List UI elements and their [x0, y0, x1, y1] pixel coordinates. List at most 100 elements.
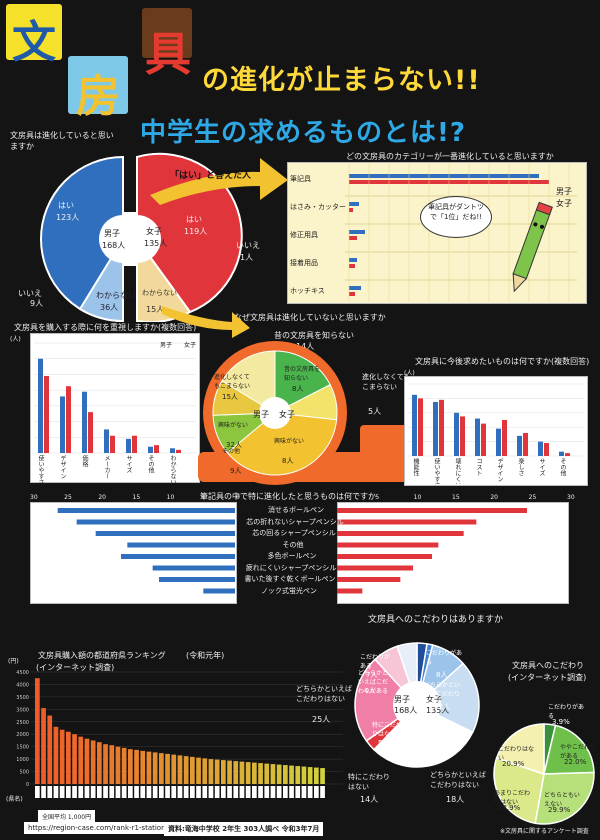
q3-category-label: メーカー	[103, 455, 110, 479]
q6-bar-male	[121, 554, 235, 559]
q7-bar	[41, 708, 46, 784]
q7-bar	[103, 744, 108, 784]
q7-pref-tile	[97, 786, 102, 798]
q6-bar-male	[159, 577, 235, 582]
q3-bar	[176, 449, 181, 453]
q1-male-no-count: 9人	[30, 299, 44, 308]
q6-panel-left	[30, 502, 237, 604]
q7-bar	[245, 762, 251, 784]
q8-male-total: 168人	[394, 706, 418, 715]
q7-bar	[264, 763, 270, 784]
kanji-3: 具	[145, 27, 191, 81]
q7-bar	[214, 759, 220, 784]
q9-pie	[493, 723, 595, 825]
q5-bar	[433, 402, 438, 456]
q7-bar	[320, 768, 325, 784]
q7-pref-tile	[146, 786, 152, 798]
q5-unit: (人)	[404, 370, 415, 377]
q6-item-label: ノック式蛍光ペン	[261, 586, 317, 595]
q7-pref-tile	[252, 786, 257, 798]
q8-question: 文房具へのこだわりはありますか	[368, 615, 504, 625]
q7-pref-tile	[264, 786, 270, 798]
q7-pref-tile	[90, 786, 96, 798]
q2-category-label: 接着用品	[290, 259, 318, 267]
q4-top-label: 昔の文房具を知らない	[274, 331, 354, 340]
q3-panel	[30, 333, 200, 483]
q7-bar	[90, 740, 96, 784]
q6-axis-label: 15	[452, 494, 460, 501]
q5-category-label: サイズ	[538, 458, 545, 476]
q3-category-label: デザイン	[59, 455, 66, 479]
q6-bar-male	[57, 508, 236, 513]
q7-tick-label: 4000	[16, 682, 29, 688]
q4-center-female: 女子	[279, 410, 295, 419]
q6-bar-female	[337, 588, 363, 594]
q7-bar	[78, 736, 84, 784]
q7-url[interactable]: https://region-case.com/rank-r1-statione…	[24, 822, 184, 834]
q7-bar	[59, 729, 65, 784]
q2-bar	[349, 202, 359, 206]
q6-item-label: 芯の折れないシャープペンシル	[246, 517, 344, 526]
q6-bar-female	[337, 565, 413, 571]
q1-female-no-label: いいえ	[236, 241, 260, 250]
q4-segment-text: 進化しなくてもこまらない	[214, 374, 251, 390]
kanji-tile-2	[68, 56, 128, 114]
q7-pref-tile	[152, 786, 158, 798]
q1-male-label: 男子	[104, 229, 120, 238]
q8-female-count: 8人	[436, 671, 448, 679]
q3-bar	[82, 391, 87, 453]
footer-small: ※文房具に関するアンケート調査	[500, 828, 589, 835]
q8-male-text: どちらかといえばこだわりがある	[358, 670, 389, 695]
q3-bar	[60, 396, 65, 453]
q5-category-label: 機能性	[412, 458, 419, 476]
q7-bar	[97, 742, 102, 784]
q8-left-b: 特にこだわりはない	[348, 773, 390, 791]
q7-bar	[171, 754, 177, 784]
q6-bar-male	[127, 542, 235, 548]
q9-question: 文房具へのこだわり	[512, 661, 584, 670]
q9-segment-pct: 22.0%	[564, 758, 587, 766]
q8-male-count: 51人	[378, 739, 394, 747]
q6-question: 筆記具の中で特に進化したと思うものは何ですか	[200, 492, 376, 501]
q8-slice	[372, 704, 474, 768]
q5-bar	[460, 416, 465, 456]
q6-chart	[57, 508, 527, 594]
q7-bar	[146, 751, 152, 784]
q7-tick-label: 500	[19, 770, 29, 776]
q4-segment-text: 興味がない	[218, 422, 249, 429]
q7-pref-tile	[128, 786, 133, 798]
q7-tick-label: 1500	[16, 745, 29, 751]
q8-female-text: どちらかといえばこだわりがある	[424, 682, 461, 707]
q7-pref-tile	[270, 786, 276, 798]
q7-question: 文房具購入額の都道府県ランキング	[38, 651, 166, 660]
q7-pref-tile	[190, 786, 195, 798]
q7-pref-tile	[53, 786, 59, 798]
q7-bar	[233, 761, 239, 784]
q3-category-label: その他	[147, 455, 154, 473]
q7-bar	[301, 766, 307, 784]
q7-pref-tile	[307, 786, 313, 798]
q5-bar	[565, 453, 570, 456]
q8-center-female: 女子	[426, 695, 442, 704]
q6-axis-label: 25	[64, 494, 72, 501]
q2-legend-female: 女子	[556, 199, 572, 208]
q2-category-label: 筆記具	[290, 175, 311, 183]
q4-segment-count: 8人	[292, 385, 304, 393]
q7-bar	[221, 760, 226, 784]
q6-axis-label: 10	[166, 494, 175, 501]
q6-bar-male	[203, 588, 235, 594]
q2-category-label: 修正用具	[290, 231, 318, 239]
q7-note: 全国平均 1,000円	[38, 810, 96, 823]
q7-source: (インターネット調査)	[36, 663, 115, 672]
q7-tick-label: 2000	[16, 732, 29, 738]
q6-axis-label: 0	[236, 494, 240, 501]
q8-male-count: 4人	[364, 687, 376, 695]
q7-pref-tile	[301, 786, 307, 798]
q7-pref-tile	[245, 786, 251, 798]
q7-pref-tile	[159, 786, 164, 798]
q4-pie	[203, 341, 347, 485]
q3-bar	[132, 435, 137, 453]
q7-tick-label: 0	[26, 782, 29, 788]
q3-chart	[34, 342, 196, 454]
q6-bar-male	[152, 565, 235, 571]
